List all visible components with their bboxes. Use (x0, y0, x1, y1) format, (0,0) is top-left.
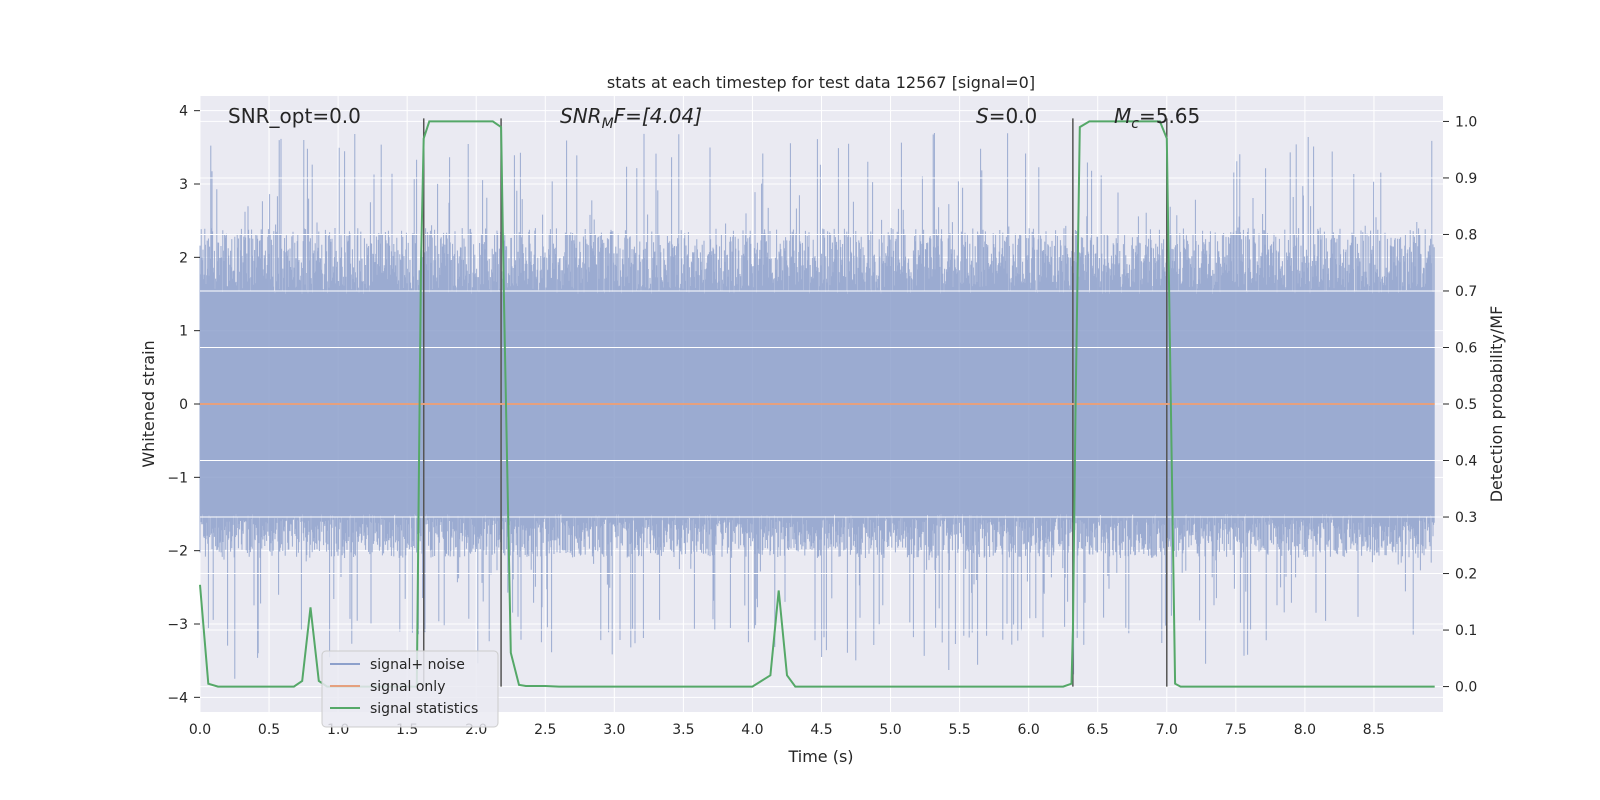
x-tick-label: 6.0 (1018, 722, 1040, 738)
y2-tick-label: 0.6 (1455, 340, 1477, 356)
x-axis-label: Time (s) (787, 747, 853, 766)
mc-rest: =5.65 (1139, 104, 1200, 128)
x-tick-label: 5.0 (879, 722, 901, 738)
y2-tick-label: 0.9 (1455, 171, 1477, 187)
y-tick-label: −1 (167, 470, 188, 486)
y2-tick-label: 0.1 (1455, 623, 1477, 639)
snr-mf-rest: F=[4.04] (614, 104, 702, 128)
chart-title: stats at each timestep for test data 125… (607, 73, 1035, 92)
y-tick-label: 0 (179, 397, 188, 413)
x-tick-label: 8.5 (1363, 722, 1385, 738)
y-tick-label: −4 (167, 690, 188, 706)
mc-base: M (1114, 104, 1131, 128)
x-tick-label: 3.5 (672, 722, 694, 738)
y2-tick-label: 0.4 (1455, 454, 1477, 470)
y2-tick-label: 0.5 (1455, 397, 1477, 413)
y-tick-label: −2 (167, 544, 188, 560)
x-tick-label: 7.0 (1156, 722, 1178, 738)
series-signal-statistics (199, 120, 1435, 688)
annotation-s: S=0.0 (976, 104, 1037, 128)
legend-box (321, 650, 499, 728)
y2-tick-label: 1.0 (1455, 114, 1477, 130)
y-axis-label: Whitened strain (139, 340, 158, 467)
legend-label-signal-statistics: signal statistics (370, 701, 478, 717)
x-tick-label: 4.5 (810, 722, 832, 738)
y2-tick-label: 0.3 (1455, 510, 1477, 526)
y-tick-label: 1 (179, 324, 188, 340)
snr-mf-sub: M (602, 116, 614, 132)
legend: signal+ noise signal only signal statist… (321, 650, 499, 728)
y-tick-label: −3 (167, 617, 188, 633)
y2-axis-ticks: 1.0 0.9 0.8 0.7 0.6 0.5 0.4 0.3 0.2 0.1 0.0 (1443, 114, 1477, 696)
y-axis-ticks: 4 3 2 1 0 −1 −2 −3 −4 (167, 104, 200, 706)
s-rest: =0.0 (989, 104, 1038, 128)
x-tick-label: 5.5 (948, 722, 970, 738)
annotation-mc: Mc=5.65 (1114, 104, 1200, 132)
y2-axis-label: Detection probability/MF (1487, 306, 1506, 503)
snr-mf-base: SNR (560, 104, 602, 128)
x-tick-label: 0.0 (189, 722, 211, 738)
x-axis-ticks: 0.0 0.5 1.0 1.5 2.0 2.5 3.0 3.5 4.0 4.5 5.0 5.5 6.0 6… (189, 722, 1385, 738)
legend-label-signal-only: signal only (370, 679, 445, 695)
y2-tick-label: 0.0 (1455, 680, 1477, 696)
x-tick-label: 8.0 (1294, 722, 1316, 738)
legend-label-signal-noise: signal+ noise (370, 657, 465, 673)
x-tick-label: 3.0 (603, 722, 625, 738)
annotation-snr-opt: SNR_opt=0.0 (228, 104, 361, 128)
x-tick-label: 6.5 (1087, 722, 1109, 738)
x-tick-label: 7.5 (1225, 722, 1247, 738)
mc-sub: c (1131, 116, 1139, 132)
y-tick-label: 2 (179, 250, 188, 266)
y2-tick-label: 0.7 (1455, 284, 1477, 300)
y2-tick-label: 0.8 (1455, 227, 1477, 243)
s-italic: S (976, 104, 989, 128)
y-tick-label: 3 (179, 177, 188, 193)
x-tick-label: 0.5 (258, 722, 280, 738)
y2-tick-label: 0.2 (1455, 567, 1477, 583)
x-tick-label: 4.0 (741, 722, 763, 738)
y-tick-label: 4 (179, 104, 188, 120)
annotation-snr-mf: SNRMF=[4.04] (560, 104, 702, 132)
x-tick-label: 2.5 (534, 722, 556, 738)
